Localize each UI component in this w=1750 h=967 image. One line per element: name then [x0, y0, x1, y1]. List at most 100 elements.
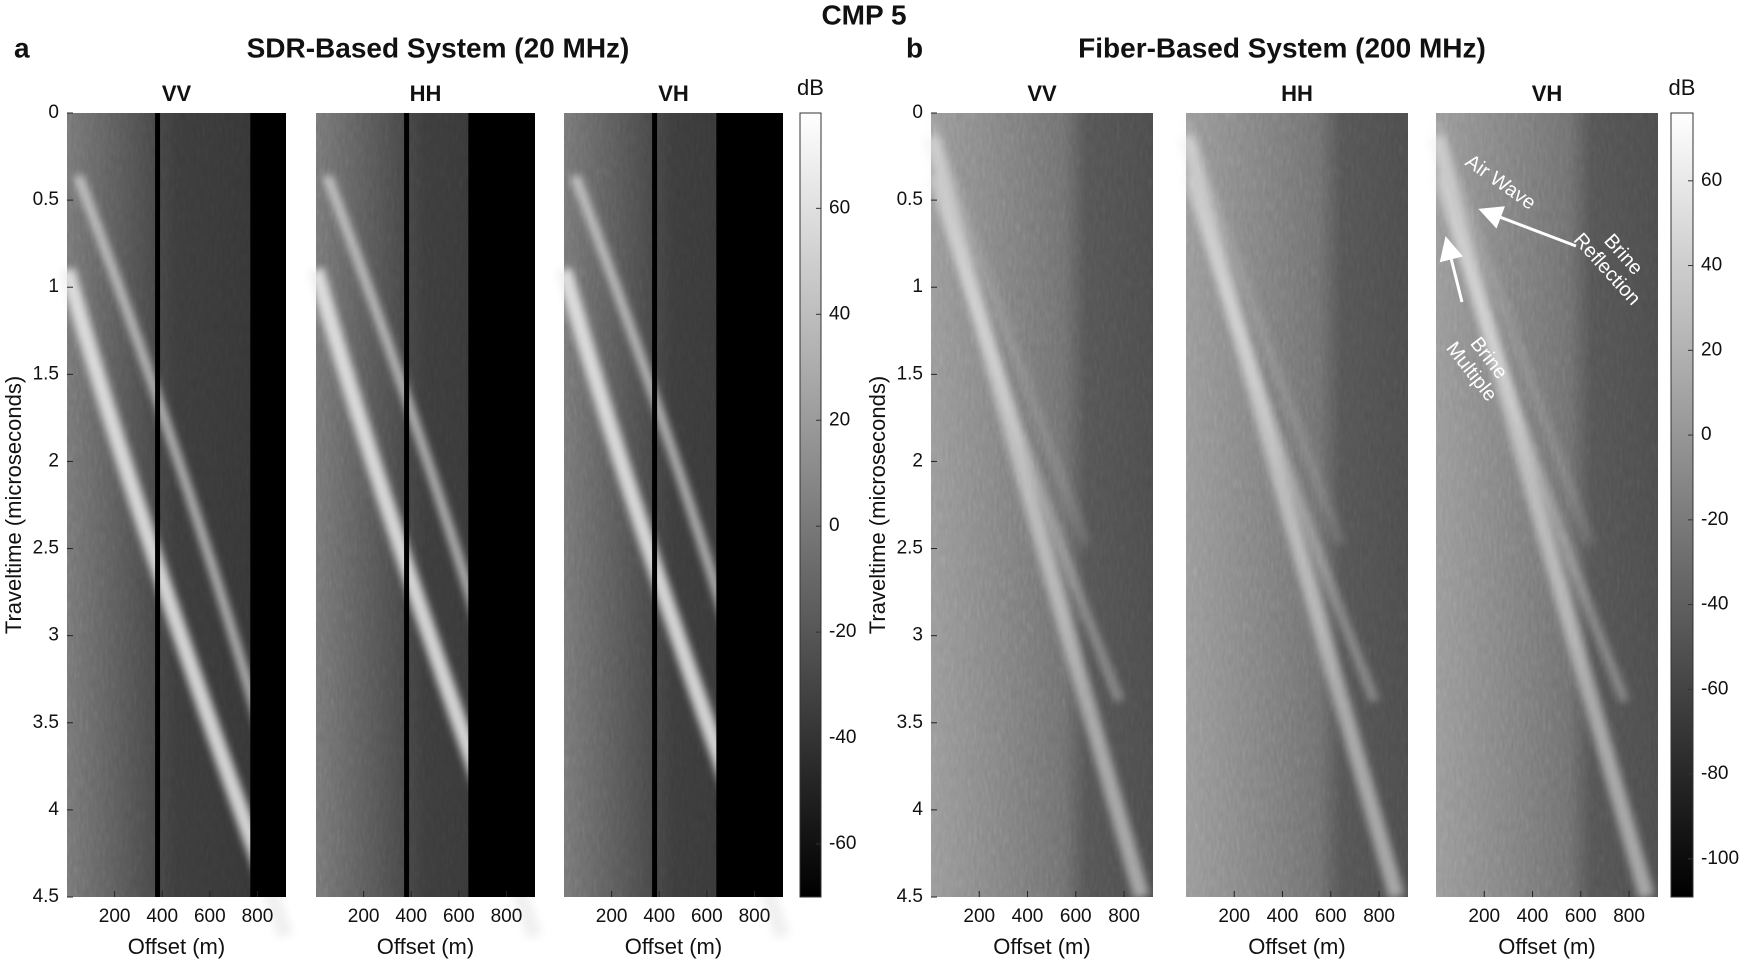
heatmap-band — [926, 174, 1125, 703]
heatmap-empty — [468, 113, 535, 897]
colorbar-tick-label: -40 — [829, 727, 856, 748]
x-tick-label: 800 — [1613, 906, 1645, 927]
colorbar-label: dB — [1669, 75, 1696, 100]
heatmap-gap — [155, 113, 161, 897]
colorbar-tick-label: 0 — [1701, 424, 1712, 445]
colorbar-tick-label: 0 — [829, 515, 840, 536]
heatmap-band — [926, 119, 1092, 546]
heatmap-band — [1181, 174, 1380, 703]
x-tick-label: 200 — [596, 906, 628, 927]
x-tick-label: 800 — [739, 906, 771, 927]
heatmap-band — [1431, 119, 1597, 546]
x-tick-label: 400 — [1517, 906, 1549, 927]
x-tick-label: 400 — [1267, 906, 1299, 927]
x-tick-label: 800 — [1363, 906, 1395, 927]
heatmap-band — [1431, 174, 1630, 703]
panel-title: SDR-Based System (20 MHz) — [247, 32, 630, 63]
subplot-title: VV — [1027, 81, 1057, 106]
x-tick-label: 400 — [643, 906, 675, 927]
subplot-title: HH — [1281, 81, 1313, 106]
colorbar — [1670, 112, 1694, 898]
heatmap-band — [923, 134, 1150, 900]
y-tick-label: 0.5 — [33, 189, 59, 210]
y-tick-label: 0 — [912, 102, 923, 123]
colorbar-tick-label: -20 — [829, 621, 856, 642]
subplot-title: VV — [162, 81, 192, 106]
x-tick-label: 200 — [963, 906, 995, 927]
x-axis-label: Offset (m) — [377, 934, 474, 959]
y-tick-label: 4.5 — [897, 886, 923, 907]
x-tick-label: 200 — [99, 906, 131, 927]
x-tick-label: 600 — [443, 906, 475, 927]
heatmap-empty — [716, 113, 783, 897]
x-axis-label: Offset (m) — [625, 934, 722, 959]
colorbar-tick-label: 20 — [829, 409, 850, 430]
x-tick-label: 400 — [1012, 906, 1044, 927]
colorbar-tick-label: -20 — [1701, 509, 1728, 530]
heatmap-gap — [652, 113, 658, 897]
heatmap-band — [59, 267, 294, 939]
colorbar-tick-label: 40 — [829, 303, 850, 324]
y-tick-label: 0.5 — [897, 189, 923, 210]
y-tick-label: 2.5 — [897, 538, 923, 559]
y-tick-label: 1 — [912, 276, 923, 297]
x-tick-label: 800 — [242, 906, 274, 927]
subplot-title: HH — [410, 81, 442, 106]
y-tick-label: 1.5 — [33, 363, 59, 384]
x-tick-label: 600 — [691, 906, 723, 927]
heatmap-band — [1181, 119, 1347, 546]
x-tick-label: 200 — [348, 906, 380, 927]
heatmap-band — [1178, 134, 1405, 900]
heatmap — [556, 113, 791, 939]
y-tick-label: 4.5 — [33, 886, 59, 907]
x-tick-label: 600 — [1565, 906, 1597, 927]
y-tick-label: 3.5 — [897, 712, 923, 733]
panel-label: b — [906, 32, 923, 63]
x-tick-label: 400 — [395, 906, 427, 927]
figure-title: CMP 5 — [821, 0, 906, 30]
y-tick-label: 3 — [48, 625, 59, 646]
heatmap — [59, 113, 294, 939]
colorbar-tick-label: 40 — [1701, 255, 1722, 276]
heatmap — [308, 113, 543, 939]
x-tick-label: 600 — [1060, 906, 1092, 927]
x-axis-label: Offset (m) — [993, 934, 1090, 959]
subplot-title: VH — [658, 81, 689, 106]
annotation-arrow — [1478, 206, 1577, 248]
y-axis-label: Traveltime (microseconds) — [865, 376, 890, 634]
colorbar-tick-label: -60 — [1701, 678, 1728, 699]
heatmap-empty — [250, 113, 286, 897]
colorbar-label: dB — [797, 75, 824, 100]
y-axis-label: Traveltime (microseconds) — [1, 376, 26, 634]
x-tick-label: 200 — [1218, 906, 1250, 927]
x-tick-label: 800 — [491, 906, 523, 927]
heatmap-band — [73, 173, 280, 781]
y-tick-label: 3.5 — [33, 712, 59, 733]
x-tick-label: 600 — [194, 906, 226, 927]
y-tick-label: 0 — [48, 102, 59, 123]
subplot-title: VH — [1532, 81, 1563, 106]
heatmap-gap — [404, 113, 410, 897]
x-tick-label: 600 — [1315, 906, 1347, 927]
heatmap-band — [1428, 134, 1655, 900]
colorbar-tick-label: 60 — [1701, 170, 1722, 191]
y-tick-label: 2 — [912, 450, 923, 471]
y-tick-label: 4 — [912, 799, 923, 820]
x-tick-label: 800 — [1108, 906, 1140, 927]
colorbar-tick-label: -60 — [829, 833, 856, 854]
x-tick-label: 200 — [1468, 906, 1500, 927]
heatmap — [1428, 113, 1658, 900]
colorbar-tick-label: -80 — [1701, 763, 1728, 784]
y-tick-label: 3 — [912, 625, 923, 646]
heatmap — [1178, 113, 1408, 900]
panel-label: a — [14, 32, 30, 63]
colorbar-tick-label: -100 — [1701, 848, 1739, 869]
y-tick-label: 1.5 — [897, 363, 923, 384]
x-tick-label: 400 — [146, 906, 178, 927]
heatmap — [923, 113, 1153, 900]
y-tick-label: 4 — [48, 799, 59, 820]
x-axis-label: Offset (m) — [128, 934, 225, 959]
panel-title: Fiber-Based System (200 MHz) — [1078, 32, 1486, 63]
colorbar-tick-label: 60 — [829, 197, 850, 218]
